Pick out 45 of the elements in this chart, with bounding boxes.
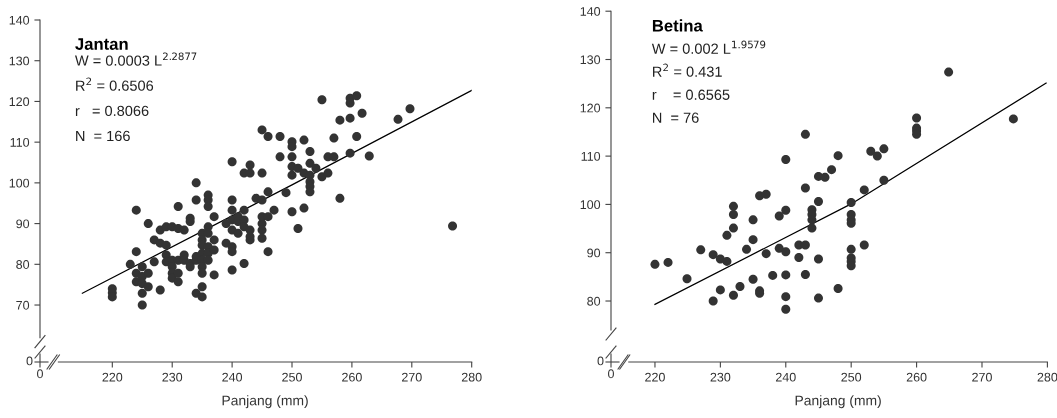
y-tick-label: 100 xyxy=(9,178,30,188)
y-tick-label: 110 xyxy=(10,137,30,147)
annotation: W = 0.0003 L$^{2.2877}$ xyxy=(75,52,197,66)
x-tick-label: 270 xyxy=(402,372,422,382)
chart-title: Betina xyxy=(652,19,703,32)
y-tick-label: 70 xyxy=(16,300,30,310)
x-tick-label: 250 xyxy=(282,372,302,382)
x-axis-title: Panjang (mm) xyxy=(222,395,308,409)
annotation: R$^{2}$ = 0.431 xyxy=(653,63,722,77)
x-tick-label: 230 xyxy=(710,372,731,382)
x-tick-label: 220 xyxy=(102,372,123,382)
x-axis-title: Panjang (mm) xyxy=(795,395,881,409)
annotation: W = 0.002 L$^{1.9579}$ xyxy=(651,40,766,54)
x-tick-label: 240 xyxy=(222,372,243,382)
text: 0 xyxy=(26,356,33,366)
annotation: R$^{2}$ = 0.6506 xyxy=(76,77,154,91)
x-tick-label: 280 xyxy=(1037,372,1057,382)
text: 0 xyxy=(608,369,614,379)
y-tick-label: 140 xyxy=(9,15,30,25)
x-tick-label: 250 xyxy=(841,372,862,382)
x-tick-label: 240 xyxy=(775,372,796,382)
y-tick-label: 90 xyxy=(587,248,601,258)
y-tick-label: 130 xyxy=(580,55,601,65)
annotation: r = 0.8066 xyxy=(75,105,149,117)
x-tick-label: 270 xyxy=(972,372,992,382)
x-tick-label: 280 xyxy=(461,372,482,382)
y-tick-label: 120 xyxy=(580,103,601,113)
y-tick-label: 80 xyxy=(587,296,601,306)
y-tick-label: 120 xyxy=(9,97,30,107)
x-tick-label: 230 xyxy=(162,372,183,382)
x-tick-label: 260 xyxy=(342,372,362,382)
text: 0 xyxy=(597,356,604,366)
annotation: r = 0.6565 xyxy=(652,89,730,100)
y-tick-label: 80 xyxy=(16,260,30,269)
y-tick-label: 100 xyxy=(580,200,601,210)
text: 0 xyxy=(37,369,43,379)
annotation: N = 76 xyxy=(653,112,699,123)
y-tick-label: 130 xyxy=(9,56,30,66)
y-tick-label: 90 xyxy=(16,219,30,229)
x-tick-label: 220 xyxy=(645,372,665,382)
y-tick-label: 140 xyxy=(580,7,601,16)
x-tick-label: 260 xyxy=(906,372,927,382)
text: Jantan xyxy=(75,38,128,50)
annotation: N = 166 xyxy=(76,130,130,142)
y-tick-label: 110 xyxy=(581,151,601,161)
